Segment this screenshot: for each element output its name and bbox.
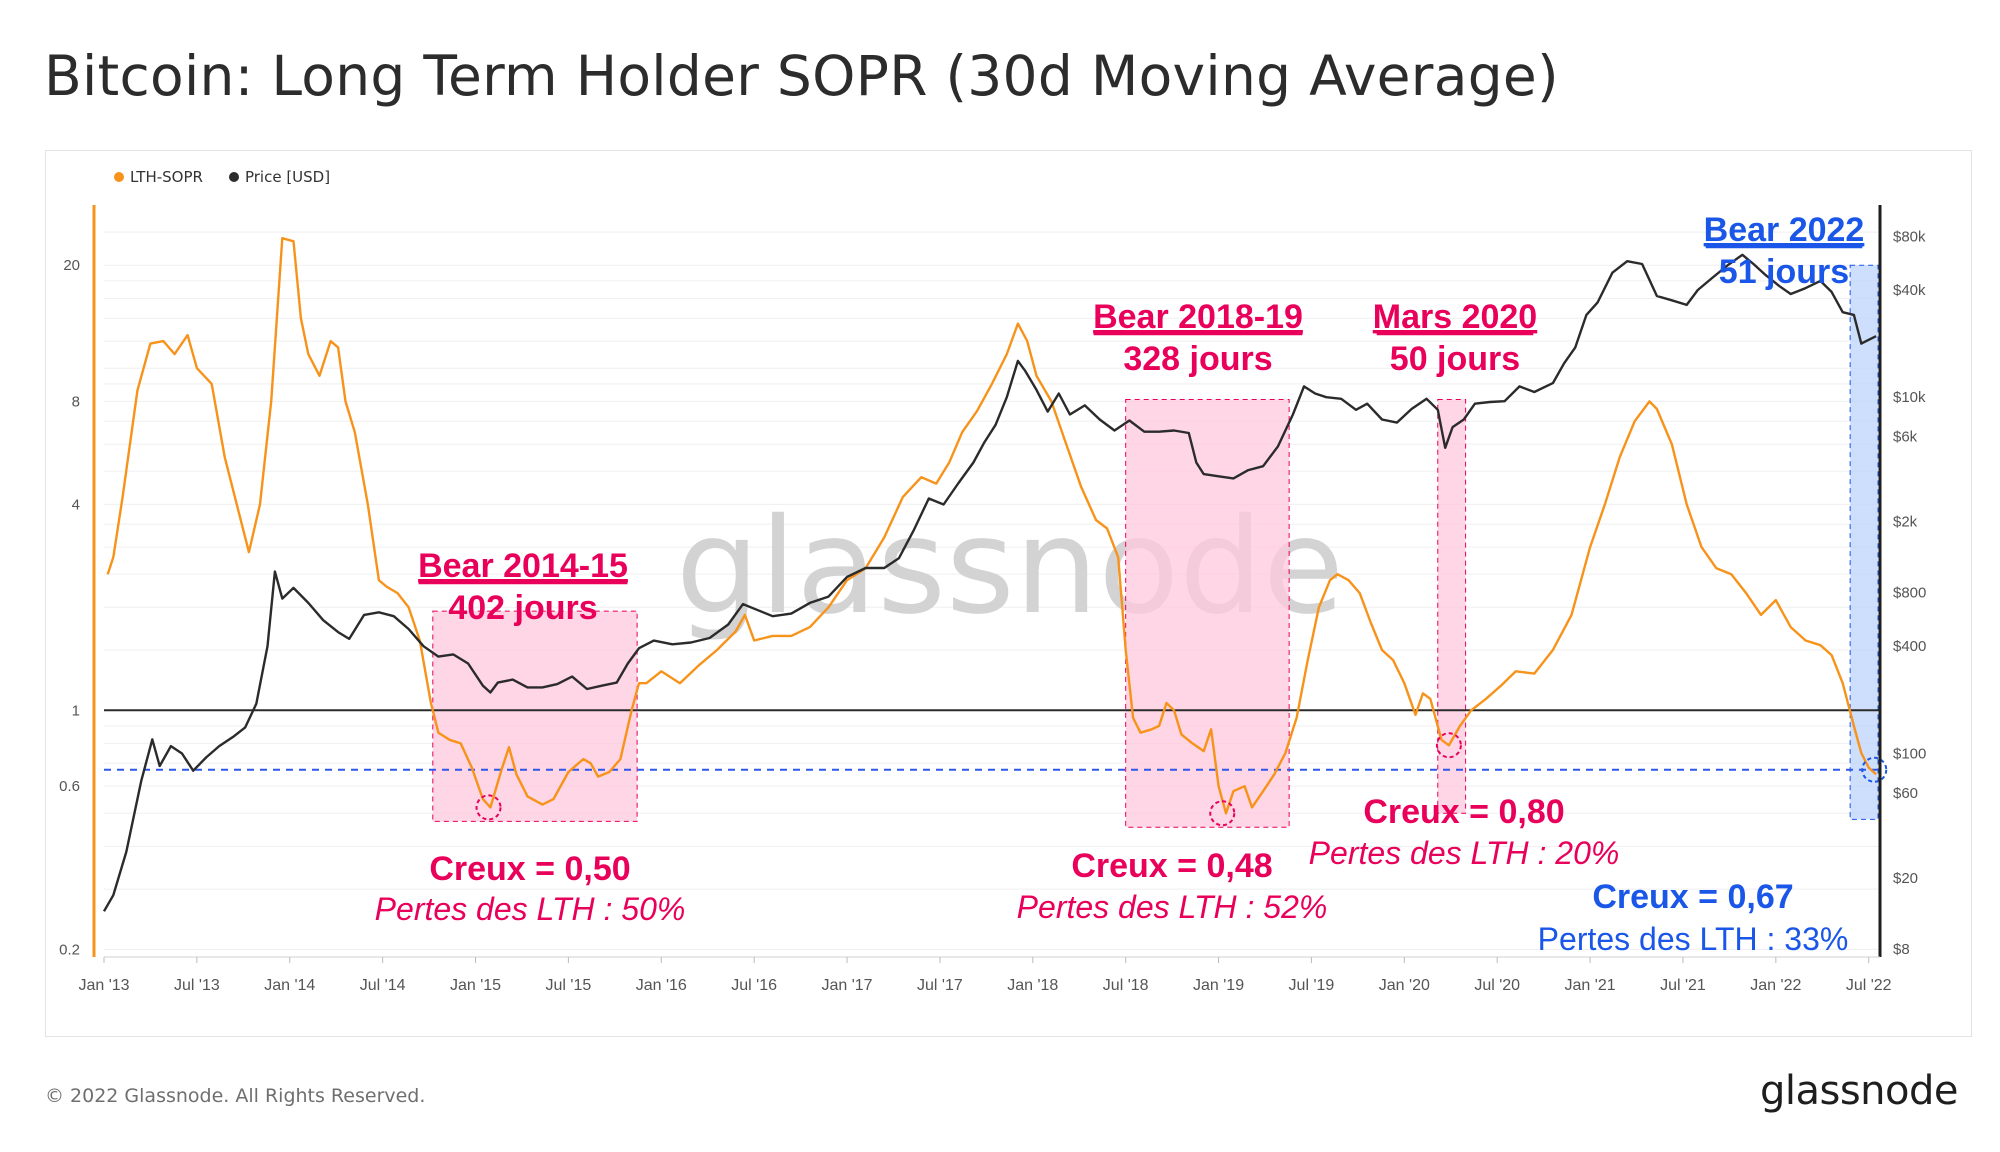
- annotation-heading-bear-2022: Bear 2022: [1704, 211, 1865, 249]
- annotation-heading-bear-2014-15: Bear 2014-15: [418, 547, 628, 585]
- y-left-tick-label: 1: [72, 702, 80, 719]
- band-mars-2020: [1437, 399, 1467, 814]
- y-left-tick-label: 0.2: [59, 941, 80, 958]
- y-left-tick-label: 20: [63, 257, 80, 274]
- annotation-loss-mars-2020: Pertes des LTH : 20%: [1309, 835, 1620, 871]
- x-tick-label: Jan '14: [264, 977, 315, 994]
- series-line-price: [102, 253, 1877, 912]
- y-right-tick-label: $40k: [1893, 282, 1926, 299]
- x-tick-label: Jul '13: [174, 977, 220, 994]
- x-tick-label: Jul '18: [1103, 977, 1149, 994]
- price-dot-icon: [228, 172, 239, 182]
- y-right-tick-label: $80k: [1893, 228, 1926, 245]
- y-right-tick-label: $8: [1893, 941, 1910, 958]
- legend-item-price[interactable]: Price [USD]: [228, 168, 331, 186]
- x-tick-label: Jul '15: [546, 977, 592, 994]
- x-tick-label: Jan '17: [821, 977, 872, 994]
- x-tick-label: Jan '18: [1007, 977, 1058, 994]
- legend-label-lth-sopr: LTH-SOPR: [130, 168, 203, 186]
- annotation-days-bear-2018-19: 328 jours: [1123, 340, 1272, 378]
- trough-marker-bear-2014-15: [475, 794, 502, 821]
- series-lines: [102, 237, 1877, 912]
- legend-label-price: Price [USD]: [244, 168, 331, 186]
- annotation-heading-mars-2020: Mars 2020: [1373, 298, 1537, 336]
- annotation-trough-bear-2014-15: Creux = 0,50: [429, 850, 630, 888]
- annotation-loss-bear-2022: Pertes des LTH : 33%: [1538, 921, 1849, 957]
- x-tick-label: Jan '19: [1193, 977, 1244, 994]
- trough-marker-bear-2022: [1861, 756, 1888, 783]
- annotation-loss-bear-2014-15: Pertes des LTH : 50%: [375, 891, 686, 927]
- y-right-tick-label: $800: [1893, 585, 1926, 602]
- y-right-tick-label: $20: [1893, 870, 1918, 887]
- trough-marker-bear-2018-19: [1209, 800, 1236, 827]
- x-tick-label: Jan '22: [1750, 977, 1801, 994]
- y-right-tick-label: $60: [1893, 785, 1918, 802]
- x-tick-label: Jan '20: [1379, 977, 1430, 994]
- x-tick-label: Jan '15: [450, 977, 501, 994]
- x-tick-label: Jul '22: [1846, 977, 1892, 994]
- annotation-heading-bear-2018-19: Bear 2018-19: [1093, 298, 1303, 336]
- x-tick-label: Jul '14: [360, 977, 406, 994]
- x-tick-label: Jul '21: [1660, 977, 1706, 994]
- x-tick-label: Jul '16: [731, 977, 777, 994]
- bear-period-bands: [432, 264, 1879, 828]
- band-bear-2014-15: [432, 610, 638, 822]
- trough-markers: [475, 732, 1888, 827]
- x-tick-label: Jan '21: [1565, 977, 1616, 994]
- lth-sopr-dot-icon: [114, 172, 124, 182]
- chart-legend: LTH-SOPR Price [USD]: [114, 168, 330, 186]
- y-right-tick-label: $10k: [1893, 389, 1926, 406]
- y-right-tick-label: $100: [1893, 745, 1926, 762]
- annotation-days-mars-2020: 50 jours: [1390, 340, 1520, 378]
- x-tick-label: Jul '17: [917, 977, 963, 994]
- x-tick-label: Jan '13: [78, 977, 129, 994]
- band-bear-2022: [1849, 264, 1879, 820]
- x-tick-label: Jul '20: [1474, 977, 1520, 994]
- y-right-tick-label: $2k: [1893, 514, 1918, 531]
- trough-marker-mars-2020: [1435, 732, 1462, 759]
- annotation-loss-bear-2018-19: Pertes des LTH : 52%: [1017, 889, 1328, 925]
- footer-copyright: © 2022 Glassnode. All Rights Reserved.: [45, 1085, 426, 1107]
- annotation-trough-mars-2020: Creux = 0,80: [1363, 793, 1564, 831]
- y-left-tick-label: 4: [72, 496, 80, 513]
- annotation-trough-bear-2022: Creux = 0,67: [1592, 878, 1793, 916]
- series-line-lth-sopr: [106, 237, 1877, 815]
- annotation-trough-bear-2018-19: Creux = 0,48: [1071, 847, 1272, 885]
- y-left-tick-label: 8: [72, 393, 80, 410]
- band-bear-2018-19: [1125, 399, 1290, 828]
- y-right-tick-label: $400: [1893, 638, 1926, 655]
- footer-brand-logo: glassnode: [1759, 1068, 1959, 1114]
- y-left-tick-label: 0.6: [59, 778, 80, 795]
- x-tick-label: Jul '19: [1289, 977, 1335, 994]
- legend-item-lth-sopr[interactable]: LTH-SOPR: [114, 168, 203, 186]
- annotation-days-bear-2014-15: 402 jours: [448, 589, 597, 627]
- reference-lines: [104, 709, 1880, 771]
- grid-lines: [104, 231, 1878, 950]
- page-title: Bitcoin: Long Term Holder SOPR (30d Movi…: [44, 44, 1559, 108]
- annotation-days-bear-2022: 51 jours: [1719, 253, 1849, 291]
- y-right-tick-label: $6k: [1893, 429, 1918, 446]
- axes: 0.2 0.6 1 4 8 20 $8 $20 $60 $100 $400 $800 $2k $6k $10…: [59, 205, 1926, 994]
- x-tick-label: Jan '16: [636, 977, 687, 994]
